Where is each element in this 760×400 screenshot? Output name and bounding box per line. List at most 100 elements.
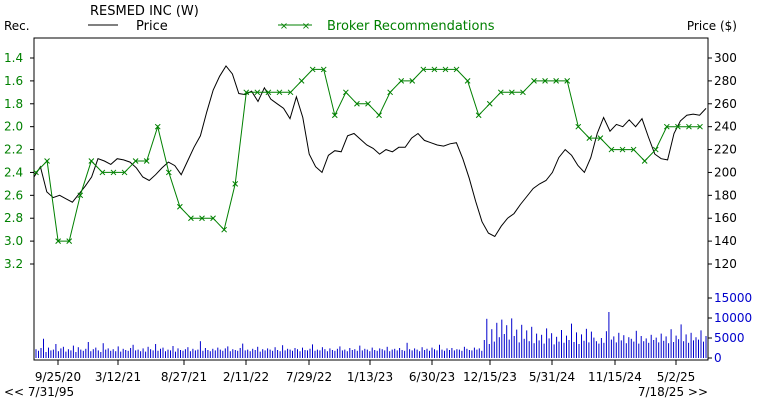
- recommendation-point: [431, 66, 438, 73]
- right-tick-label: 220: [714, 143, 737, 157]
- recommendation-point: [663, 123, 670, 130]
- recommendation-point: [232, 181, 239, 187]
- x-tick-label: 12/15/23: [463, 370, 517, 384]
- right-tick-label: 280: [714, 74, 737, 88]
- x-tick-label: 7/29/22: [286, 370, 332, 384]
- volume-axis: 15000 10000 5000 0: [708, 291, 752, 365]
- volume-tick-label: 0: [714, 351, 722, 365]
- recommendation-point: [66, 238, 73, 244]
- recommendation-point: [464, 78, 471, 84]
- recommendation-point: [331, 112, 338, 119]
- recommendation-point: [597, 135, 604, 141]
- recommendation-point: [265, 89, 272, 96]
- left-tick-label: 3.0: [4, 234, 23, 248]
- recommendation-line: [35, 68, 700, 242]
- forward-link[interactable]: 7/18/25 >>: [638, 385, 708, 399]
- x-tick-label: 1/13/23: [347, 370, 393, 384]
- recommendation-point: [652, 146, 659, 153]
- recommendation-point: [420, 66, 427, 73]
- x-tick-label: 5/31/24: [529, 370, 575, 384]
- price-line: [33, 65, 707, 238]
- right-tick-label: 160: [714, 211, 737, 225]
- recommendation-point: [641, 158, 648, 164]
- recommendation-point: [365, 100, 371, 107]
- recommendation-point: [542, 78, 548, 84]
- left-tick-label: 1.4: [4, 51, 23, 65]
- recommendation-point: [154, 123, 161, 130]
- recommendation-point: [110, 169, 117, 176]
- recommendation-point: [165, 169, 172, 176]
- recommendation-point: [221, 226, 227, 233]
- recommendation-point: [177, 203, 183, 210]
- recommendation-point: [686, 123, 692, 130]
- x-tick-label: 5/2/25: [657, 370, 696, 384]
- recommendation-point: [475, 112, 482, 119]
- recommendation-point: [188, 215, 194, 222]
- recommendation-point: [99, 169, 106, 176]
- x-tick-label: 3/12/21: [95, 370, 141, 384]
- recommendation-point: [497, 89, 504, 96]
- recommendation-point: [442, 66, 449, 73]
- recommendation-series: [33, 66, 703, 244]
- volume-tick-label: 5000: [714, 331, 745, 345]
- recommendation-point: [376, 112, 382, 119]
- recommendation-point: [132, 158, 139, 164]
- x-tick-label: 2/11/22: [223, 370, 269, 384]
- back-link[interactable]: << 7/31/95: [4, 385, 74, 399]
- recommendation-point: [453, 66, 460, 73]
- recommendation-point: [509, 89, 515, 96]
- legend-company: RESMED INC (W): [90, 4, 199, 19]
- recommendation-point: [586, 135, 593, 141]
- right-tick-label: 180: [714, 188, 737, 202]
- left-tick-label: 2.8: [4, 211, 23, 225]
- recommendation-point: [486, 100, 493, 107]
- recommendation-point: [210, 215, 216, 222]
- legend-broker-label: Broker Recommendations: [327, 19, 495, 34]
- recommendation-point: [298, 78, 305, 84]
- legend-price-label: Price: [136, 19, 168, 34]
- recommendation-point: [276, 89, 283, 96]
- recommendation-point: [254, 89, 261, 96]
- recommendation-point: [630, 146, 637, 153]
- volume-tick-label: 10000: [714, 311, 752, 325]
- left-tick-label: 1.8: [4, 97, 23, 111]
- recommendation-point: [697, 123, 703, 130]
- recommendation-point: [121, 169, 128, 176]
- recommendation-point: [387, 89, 393, 96]
- recommendation-point: [287, 89, 294, 96]
- right-axis: 300 280 260 240 220 200 180 160 140 120: [708, 51, 737, 271]
- left-tick-label: 2.2: [4, 143, 23, 157]
- recommendation-point: [143, 158, 150, 164]
- left-tick-label: 2.4: [4, 165, 23, 179]
- x-axis: 9/25/20 3/12/21 8/27/21 2/11/22 7/29/22 1/13/…: [35, 360, 695, 384]
- recommendation-point: [553, 78, 559, 84]
- recommendation-point: [55, 238, 61, 244]
- volume-series: [35, 312, 707, 358]
- svg-text:×: ×: [280, 21, 288, 32]
- left-tick-label: 2.0: [4, 120, 23, 134]
- recommendation-point: [409, 78, 416, 84]
- recommendation-point: [309, 66, 316, 73]
- recommendation-point: [243, 89, 250, 96]
- x-tick-label: 8/27/21: [161, 370, 207, 384]
- recommendation-point: [354, 100, 360, 107]
- recommendation-point: [88, 158, 95, 164]
- recommendation-point: [77, 192, 84, 199]
- volume-tick-label: 15000: [714, 291, 752, 305]
- left-axis-title: Rec.: [4, 19, 30, 33]
- right-tick-label: 300: [714, 51, 737, 65]
- svg-text:×: ×: [302, 21, 310, 32]
- legend-broker-swatch: × ×: [278, 21, 312, 32]
- recommendation-point: [320, 66, 327, 73]
- recommendation-point: [520, 89, 526, 96]
- left-tick-label: 2.6: [4, 188, 23, 202]
- recommendation-point: [398, 78, 405, 84]
- x-tick-label: 6/30/23: [409, 370, 455, 384]
- recommendation-point: [343, 89, 349, 96]
- right-tick-label: 200: [714, 165, 737, 179]
- left-tick-label: 1.6: [4, 74, 23, 88]
- right-tick-label: 240: [714, 120, 737, 134]
- x-tick-label: 11/15/24: [588, 370, 642, 384]
- right-axis-title: Price ($): [687, 19, 737, 33]
